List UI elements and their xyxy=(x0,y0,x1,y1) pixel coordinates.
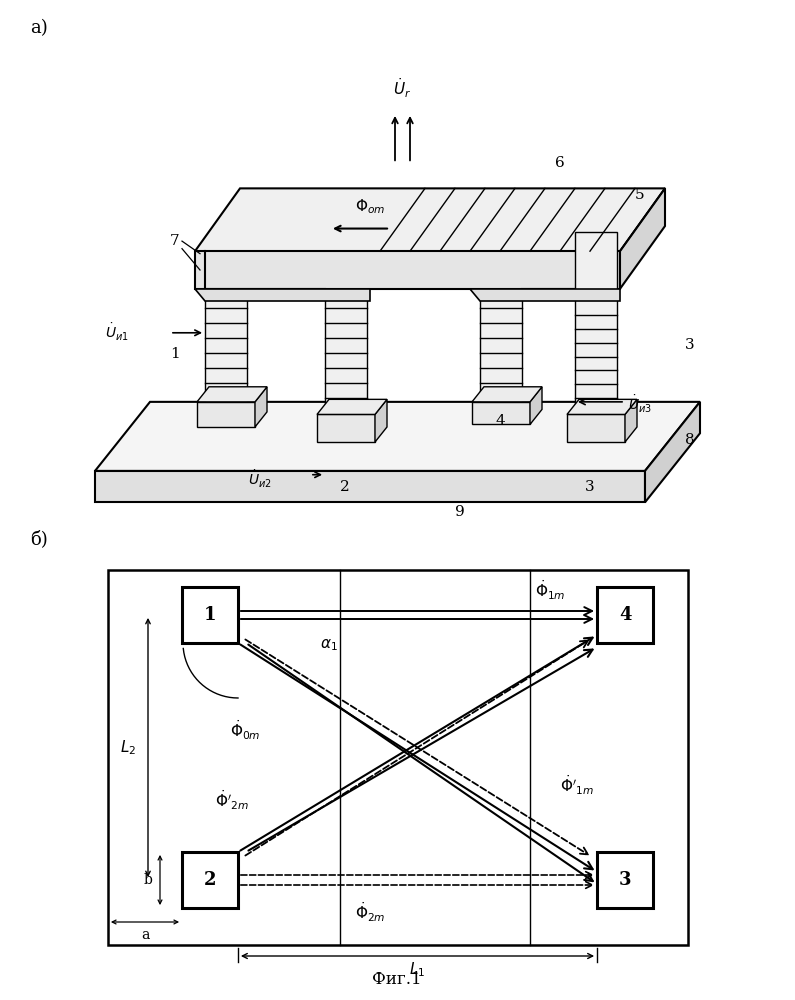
Polygon shape xyxy=(375,399,387,442)
Text: 3: 3 xyxy=(585,480,595,494)
Text: $\dot{\Phi}_{2m}$: $\dot{\Phi}_{2m}$ xyxy=(355,900,386,924)
Text: $\dot{\Phi}_{1m}$: $\dot{\Phi}_{1m}$ xyxy=(535,578,565,602)
Polygon shape xyxy=(95,402,700,471)
Text: 9: 9 xyxy=(455,505,465,519)
Text: 1: 1 xyxy=(204,606,216,624)
Text: 7: 7 xyxy=(170,234,180,248)
Text: b: b xyxy=(144,873,153,887)
Text: б): б) xyxy=(30,530,48,548)
Text: а): а) xyxy=(30,19,48,37)
Polygon shape xyxy=(317,414,375,442)
Bar xyxy=(182,587,238,643)
Polygon shape xyxy=(325,289,367,414)
Text: $\dot{U}_{и2}$: $\dot{U}_{и2}$ xyxy=(248,469,272,490)
Polygon shape xyxy=(480,289,522,402)
Polygon shape xyxy=(470,289,620,301)
Text: 2: 2 xyxy=(340,480,350,494)
Polygon shape xyxy=(205,289,247,402)
Text: 6: 6 xyxy=(555,156,565,170)
Text: $\dot{U}_{и1}$: $\dot{U}_{и1}$ xyxy=(105,322,129,343)
Bar xyxy=(108,570,688,945)
Text: $L_2$: $L_2$ xyxy=(120,738,136,757)
Bar xyxy=(182,852,238,908)
Polygon shape xyxy=(472,402,530,424)
Text: $\dot{U}_{и3}$: $\dot{U}_{и3}$ xyxy=(628,394,652,415)
Polygon shape xyxy=(255,387,267,427)
Polygon shape xyxy=(197,387,267,402)
Text: $\dot{\Phi}'_{1m}$: $\dot{\Phi}'_{1m}$ xyxy=(560,773,594,797)
Bar xyxy=(597,587,653,643)
Polygon shape xyxy=(645,402,700,502)
Text: 5: 5 xyxy=(635,188,645,202)
Text: 4: 4 xyxy=(495,414,505,428)
Text: 3: 3 xyxy=(685,338,695,352)
Text: $\alpha_1$: $\alpha_1$ xyxy=(320,637,338,653)
Text: a: a xyxy=(141,928,149,942)
Text: $\dot{U}_r$: $\dot{U}_r$ xyxy=(393,77,411,100)
Polygon shape xyxy=(95,471,645,502)
Text: 3: 3 xyxy=(619,871,631,889)
Text: $\dot{\Phi}'_{2m}$: $\dot{\Phi}'_{2m}$ xyxy=(215,788,249,812)
Polygon shape xyxy=(567,399,637,414)
Text: $\dot{\Phi}_{0m}$: $\dot{\Phi}_{0m}$ xyxy=(230,718,261,742)
Polygon shape xyxy=(197,402,255,427)
Polygon shape xyxy=(472,387,542,402)
Polygon shape xyxy=(575,232,617,414)
Text: Фиг.1: Фиг.1 xyxy=(372,971,422,988)
Bar xyxy=(597,852,653,908)
Polygon shape xyxy=(530,387,542,424)
Polygon shape xyxy=(317,399,387,414)
Polygon shape xyxy=(567,414,625,442)
Polygon shape xyxy=(195,289,370,301)
Text: 4: 4 xyxy=(619,606,631,624)
Text: 1: 1 xyxy=(170,347,180,361)
Text: $L_1$: $L_1$ xyxy=(409,961,425,979)
Polygon shape xyxy=(620,188,665,289)
Polygon shape xyxy=(195,251,620,289)
Polygon shape xyxy=(625,399,637,442)
Text: $\Phi_{om}$: $\Phi_{om}$ xyxy=(355,197,385,216)
Polygon shape xyxy=(195,188,665,251)
Text: 2: 2 xyxy=(204,871,216,889)
Text: 8: 8 xyxy=(685,433,695,447)
